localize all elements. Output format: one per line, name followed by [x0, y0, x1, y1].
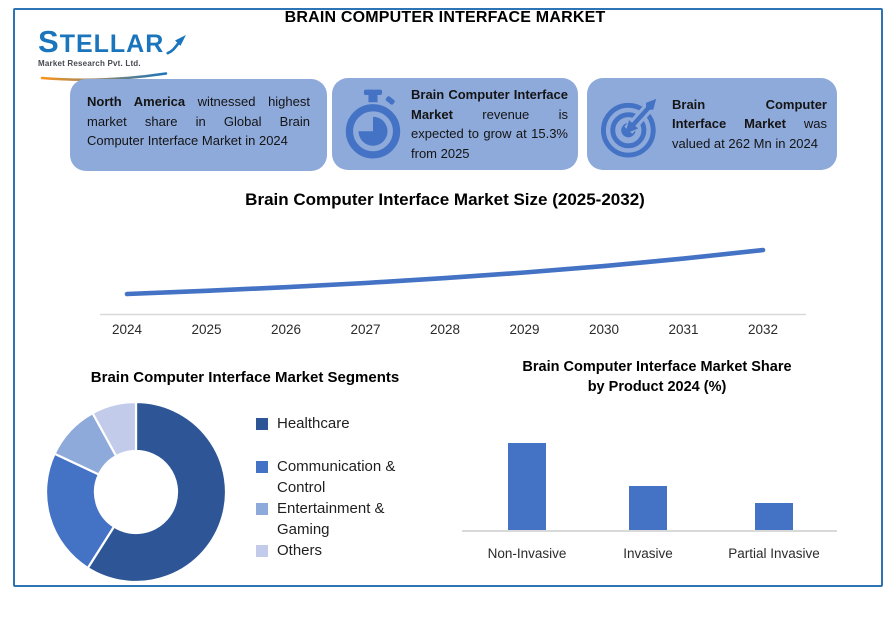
highlight-box-3-bold: Brain Computer Interface Market: [672, 96, 827, 132]
stellar-logo: STELLAR Market Research Pvt. Ltd.: [38, 26, 188, 86]
donut-slice-others: [91, 400, 138, 458]
legend-swatch-icon: [256, 418, 268, 430]
bar-chart-title-line2: by Product 2024 (%): [587, 378, 727, 395]
market-size-line-chart: [100, 247, 806, 316]
donut-chart-title: Brain Computer Interface Market Segments: [90, 369, 400, 386]
bar-label-non-invasive: Non-Invasive: [487, 546, 567, 561]
stopwatch-icon: [345, 89, 401, 159]
x-axis-label-2025: 2025: [191, 322, 222, 337]
page-title: BRAIN COMPUTER INTERFACE MARKET: [284, 9, 606, 26]
legend-swatch-icon: [256, 461, 268, 473]
bar-label-partial-invasive: Partial Invasive: [728, 546, 820, 561]
x-axis-label-2026: 2026: [270, 322, 302, 337]
legend-label: Others: [277, 542, 323, 559]
highlight-box-north-america: North America witnessed highest market s…: [70, 79, 327, 171]
market-size-line-series: [124, 247, 766, 297]
logo-subtitle: Market Research Pvt. Ltd.: [38, 59, 141, 68]
donut-slice-healthcare: [86, 400, 228, 584]
legend-label: Healthcare: [277, 415, 350, 432]
legend-item-communication-control: Communication & Control: [256, 456, 426, 498]
market-segments-donut-chart: [44, 400, 228, 584]
x-axis-label-2029: 2029: [509, 322, 540, 337]
x-axis-label-2028: 2028: [429, 322, 461, 337]
bar-label-invasive: Invasive: [623, 546, 673, 561]
highlight-box-1-text: witnessed highest market share in Global…: [87, 94, 310, 148]
highlight-box-valuation: Brain Computer Interface Market was valu…: [587, 78, 837, 170]
highlight-box-growth: Brain Computer Interface Market revenue …: [332, 78, 578, 170]
x-axis-label-2024: 2024: [111, 322, 143, 337]
logo-wordmark: STELLAR: [38, 24, 165, 59]
bar-chart-axis-line: [462, 530, 837, 532]
target-icon: [601, 98, 657, 158]
x-axis-label-2031: 2031: [668, 322, 699, 337]
donut-slice-communication-control: [44, 452, 116, 570]
legend-item-entertainment-gaming: Entertainment & Gaming: [256, 498, 426, 540]
bar-partial-invasive: [755, 503, 793, 530]
legend-item-others: Others: [256, 540, 426, 561]
legend-item-healthcare: Healthcare: [256, 413, 426, 434]
highlight-box-2-bold: Brain Computer Interface Market: [411, 87, 568, 122]
legend-swatch-icon: [256, 503, 268, 515]
logo-up-right-arrow-icon: [166, 35, 187, 55]
donut-chart-legend: Healthcare Communication & Control Enterta…: [256, 413, 426, 561]
bar-chart-title-line1: Brain Computer Interface Market Share: [522, 359, 792, 375]
x-axis-label-2027: 2027: [350, 322, 381, 337]
legend-label: Communication & Control: [277, 458, 396, 496]
legend-swatch-icon: [256, 545, 268, 557]
highlight-box-1-bold: North America: [87, 94, 186, 109]
highlight-box-3-text: was valued at 262 Mn in 2024: [672, 116, 827, 151]
legend-label: Entertainment & Gaming: [277, 500, 385, 538]
x-axis-label-2030: 2030: [588, 322, 620, 337]
x-axis-label-2032: 2032: [747, 322, 779, 337]
bar-chart-title: Brain Computer Interface Market Share by…: [467, 358, 847, 397]
bar-invasive: [629, 485, 667, 530]
highlight-box-2-text: revenue is expected to grow at 15.3% fro…: [411, 106, 568, 161]
line-chart-title: Brain Computer Interface Market Size (20…: [245, 190, 645, 209]
bar-non-invasive: [508, 443, 546, 530]
